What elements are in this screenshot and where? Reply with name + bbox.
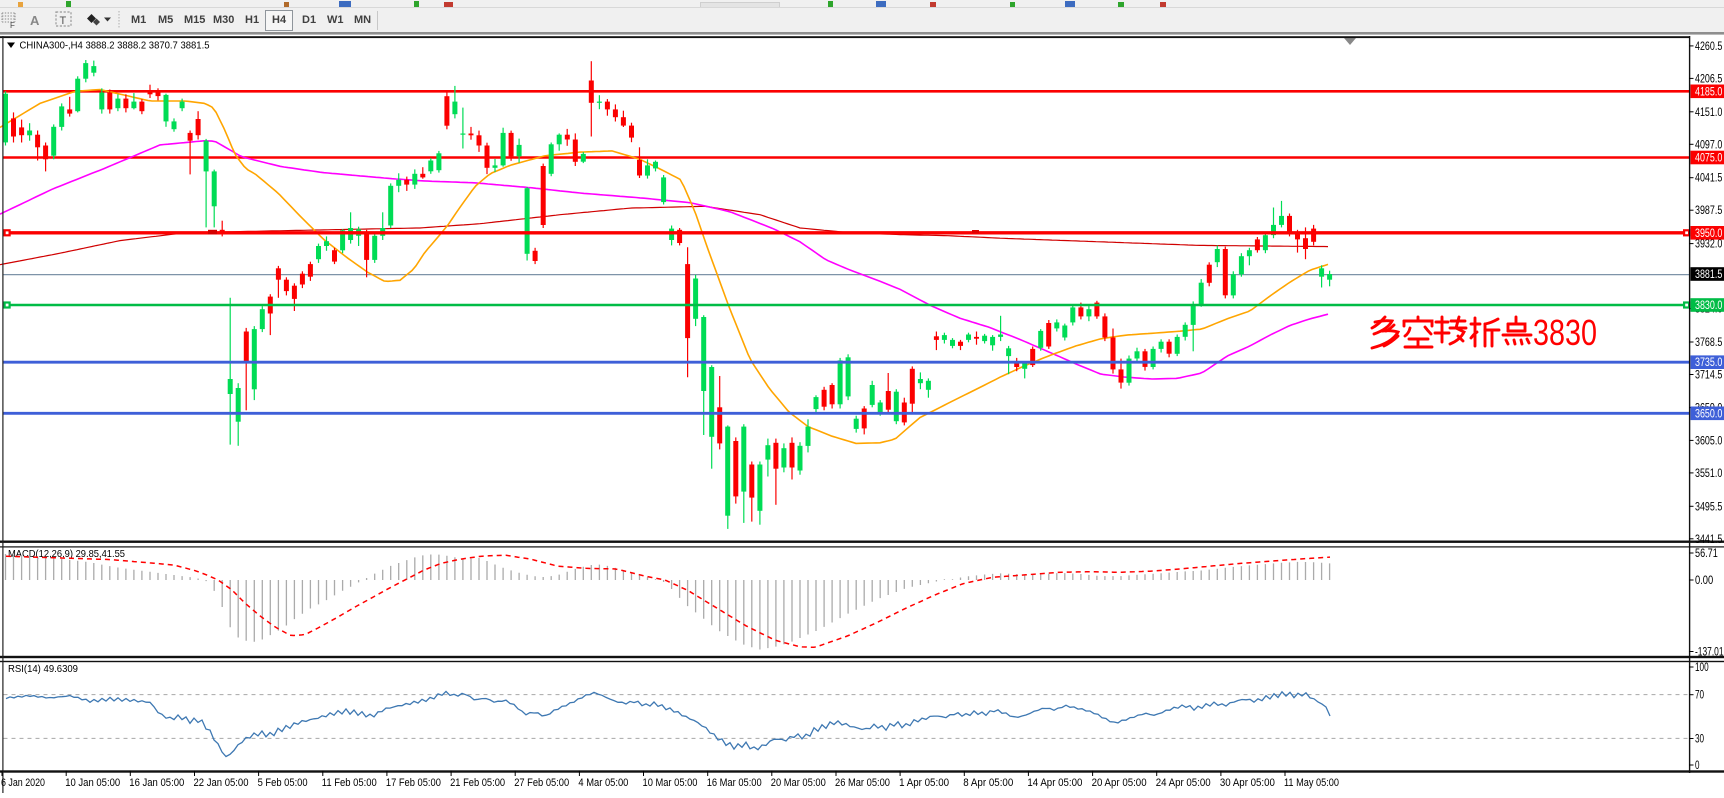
svg-text:30 Apr 05:00: 30 Apr 05:00 xyxy=(1220,777,1275,789)
svg-text:22 Jan 05:00: 22 Jan 05:00 xyxy=(194,777,249,789)
svg-text:20 Mar 05:00: 20 Mar 05:00 xyxy=(771,777,826,789)
svg-text:16 Jan 05:00: 16 Jan 05:00 xyxy=(129,777,184,789)
svg-text:3650.0: 3650.0 xyxy=(1695,408,1722,420)
svg-text:4185.0: 4185.0 xyxy=(1695,86,1722,98)
svg-text:21 Feb 05:00: 21 Feb 05:00 xyxy=(450,777,505,789)
svg-text:14 Apr 05:00: 14 Apr 05:00 xyxy=(1027,777,1082,789)
svg-text:4260.5: 4260.5 xyxy=(1695,41,1722,53)
svg-text:3605.0: 3605.0 xyxy=(1695,435,1722,447)
svg-text:8 Apr 05:00: 8 Apr 05:00 xyxy=(963,777,1013,789)
svg-text:56.71: 56.71 xyxy=(1695,548,1718,560)
svg-text:26 Mar 05:00: 26 Mar 05:00 xyxy=(835,777,890,789)
svg-text:100: 100 xyxy=(1695,662,1709,674)
svg-text:MACD(12,26,9) 29.85,41.55: MACD(12,26,9) 29.85,41.55 xyxy=(8,548,125,560)
svg-text:10 Mar 05:00: 10 Mar 05:00 xyxy=(643,777,698,789)
svg-text:3714.5: 3714.5 xyxy=(1695,370,1722,382)
svg-text:3950.0: 3950.0 xyxy=(1695,228,1722,240)
svg-text:3932.0: 3932.0 xyxy=(1695,239,1722,251)
svg-text:24 Apr 05:00: 24 Apr 05:00 xyxy=(1156,777,1211,789)
svg-text:16 Mar 05:00: 16 Mar 05:00 xyxy=(707,777,762,789)
svg-text:20 Apr 05:00: 20 Apr 05:00 xyxy=(1092,777,1147,789)
svg-text:3441.5: 3441.5 xyxy=(1695,534,1722,546)
svg-text:4206.5: 4206.5 xyxy=(1695,73,1722,85)
svg-text:-137.01: -137.01 xyxy=(1695,647,1724,659)
svg-text:3881.5: 3881.5 xyxy=(1695,269,1722,281)
svg-text:3551.0: 3551.0 xyxy=(1695,468,1722,480)
svg-text:3987.5: 3987.5 xyxy=(1695,205,1722,217)
svg-text:3830: 3830 xyxy=(1533,312,1597,353)
svg-text:17 Feb 05:00: 17 Feb 05:00 xyxy=(386,777,441,789)
svg-text:10 Jan 05:00: 10 Jan 05:00 xyxy=(65,777,120,789)
svg-text:0.00: 0.00 xyxy=(1695,575,1713,587)
svg-text:30: 30 xyxy=(1695,734,1704,746)
svg-text:3495.5: 3495.5 xyxy=(1695,501,1722,513)
svg-text:4151.0: 4151.0 xyxy=(1695,107,1722,119)
svg-text:3830.0: 3830.0 xyxy=(1695,300,1722,312)
svg-text:4 Mar 05:00: 4 Mar 05:00 xyxy=(578,777,628,789)
svg-text:70: 70 xyxy=(1695,690,1704,702)
svg-text:RSI(14) 49.6309: RSI(14) 49.6309 xyxy=(8,663,78,675)
svg-text:11 May 05:00: 11 May 05:00 xyxy=(1284,777,1339,789)
svg-text:4075.0: 4075.0 xyxy=(1695,153,1722,165)
svg-text:6 Jan 2020: 6 Jan 2020 xyxy=(1,777,45,789)
svg-text:4041.5: 4041.5 xyxy=(1695,173,1722,185)
svg-text:4097.0: 4097.0 xyxy=(1695,139,1722,151)
svg-text:11 Feb 05:00: 11 Feb 05:00 xyxy=(322,777,377,789)
svg-text:3768.5: 3768.5 xyxy=(1695,337,1722,349)
svg-text:5 Feb 05:00: 5 Feb 05:00 xyxy=(258,777,308,789)
svg-text:3735.0: 3735.0 xyxy=(1695,357,1722,369)
svg-text:27 Feb 05:00: 27 Feb 05:00 xyxy=(514,777,569,789)
svg-text:CHINA300-,H4 3888.2 3888.2 38: CHINA300-,H4 3888.2 3888.2 3870.7 3881.5 xyxy=(20,40,210,52)
svg-text:0: 0 xyxy=(1695,760,1700,772)
svg-text:1 Apr 05:00: 1 Apr 05:00 xyxy=(899,777,949,789)
